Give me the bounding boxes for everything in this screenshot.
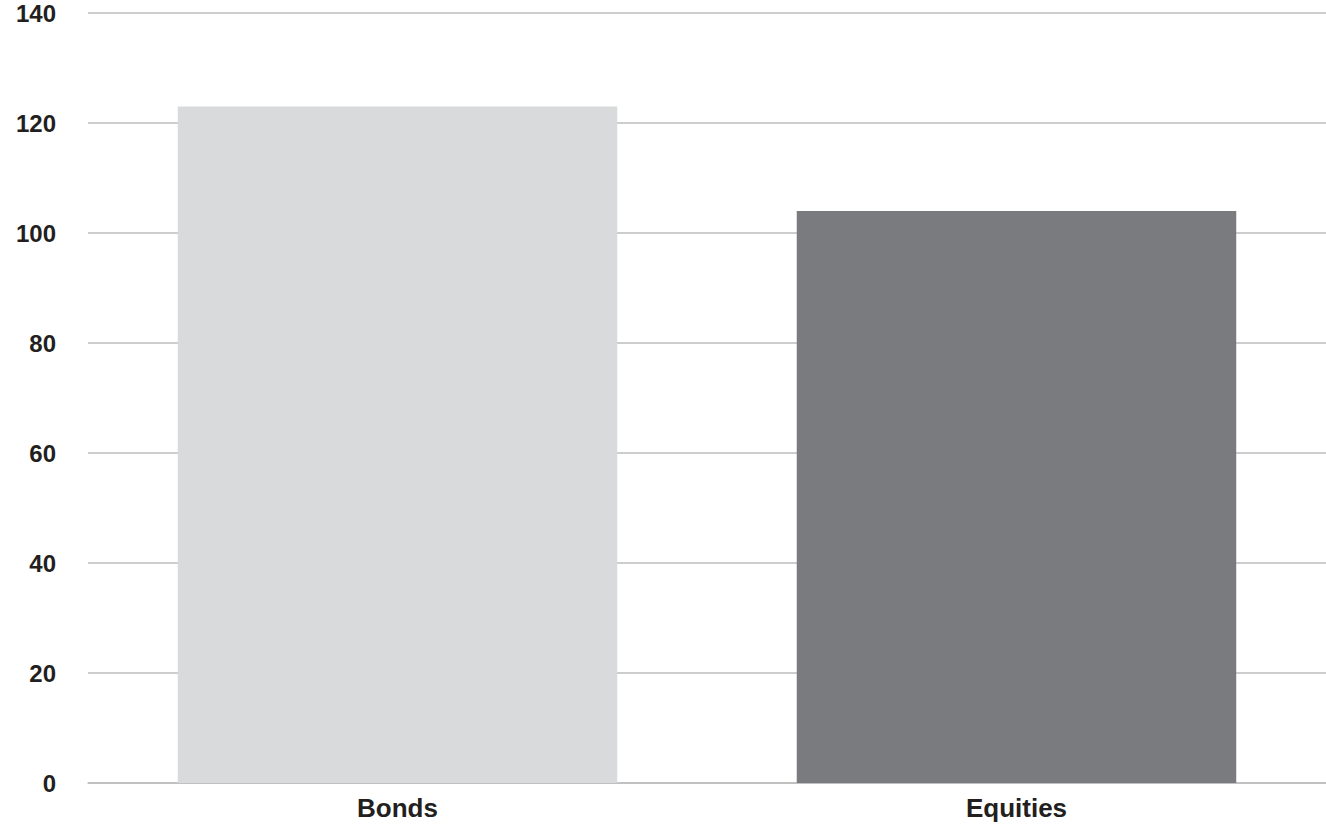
svg-text:120: 120 bbox=[16, 110, 56, 137]
svg-text:0: 0 bbox=[43, 770, 56, 797]
svg-text:Equities: Equities bbox=[966, 793, 1067, 823]
svg-text:100: 100 bbox=[16, 220, 56, 247]
svg-text:80: 80 bbox=[29, 330, 56, 357]
svg-text:20: 20 bbox=[29, 660, 56, 687]
svg-text:60: 60 bbox=[29, 440, 56, 467]
svg-text:Bonds: Bonds bbox=[357, 793, 438, 823]
svg-text:140: 140 bbox=[16, 0, 56, 27]
svg-text:40: 40 bbox=[29, 550, 56, 577]
